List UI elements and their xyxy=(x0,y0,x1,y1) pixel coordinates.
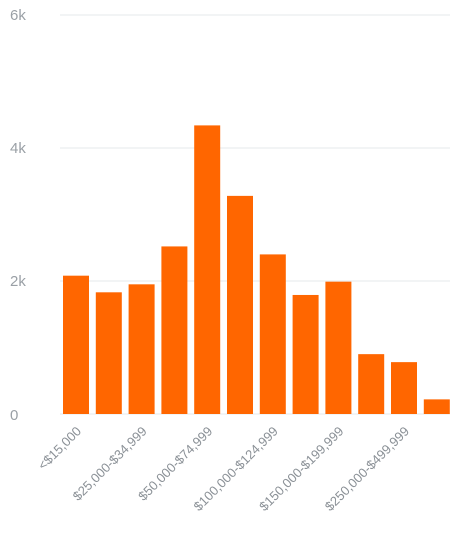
bar xyxy=(358,354,385,414)
y-tick-label: 0 xyxy=(10,407,18,424)
x-axis-ticks: <$15,000$25,000-$34,999$50,000-$74,999$1… xyxy=(35,424,412,514)
bar xyxy=(95,292,122,414)
x-tick-label: <$15,000 xyxy=(35,424,84,473)
bar xyxy=(63,275,89,414)
bar xyxy=(128,284,155,414)
bars xyxy=(63,125,450,414)
bar xyxy=(325,281,352,414)
bar xyxy=(259,254,286,414)
y-axis-ticks: 0 2k 4k 6k xyxy=(10,7,26,424)
y-tick-label: 6k xyxy=(10,7,26,24)
gridlines xyxy=(60,14,450,415)
y-tick-label: 2k xyxy=(10,273,26,290)
bar xyxy=(423,399,450,414)
bar xyxy=(194,125,221,414)
y-tick-label: 4k xyxy=(10,140,26,157)
bar xyxy=(391,362,417,414)
bar xyxy=(227,195,253,414)
bar xyxy=(292,294,319,414)
bar xyxy=(161,246,188,414)
